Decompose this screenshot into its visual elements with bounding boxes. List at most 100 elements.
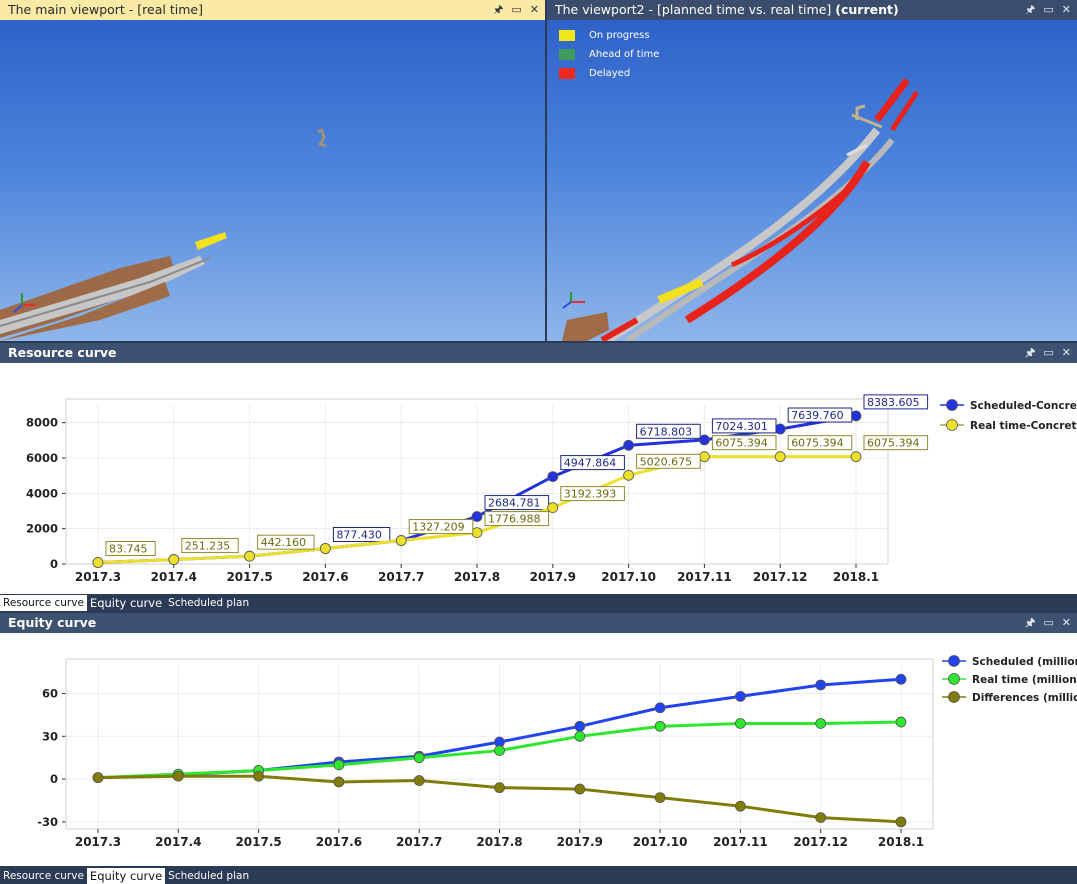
- close-icon[interactable]: ✕: [1061, 616, 1071, 629]
- legend-marker: [946, 399, 958, 411]
- data-label-box: [408, 519, 474, 535]
- close-icon[interactable]: ✕: [1061, 3, 1071, 16]
- x-tick-label: 2017.9: [530, 570, 576, 584]
- data-label-box: [257, 534, 315, 550]
- x-tick-label: 2017.8: [454, 570, 500, 584]
- data-point: [471, 511, 483, 522]
- crane-model: [851, 104, 883, 129]
- legend-label: Ahead of time: [589, 49, 660, 60]
- data-point: [735, 690, 746, 702]
- equity-curve-titlebar[interactable]: Equity curve 🖈︎ ▭ ✕: [0, 613, 1077, 633]
- data-label-box: [636, 453, 701, 469]
- maximize-icon[interactable]: ▭: [511, 3, 522, 16]
- maximize-icon[interactable]: ▭: [1043, 616, 1054, 629]
- data-point: [471, 527, 483, 539]
- tab-resource-curve[interactable]: Resource curve: [3, 870, 84, 882]
- data-point: [699, 434, 710, 446]
- x-tick-label: 2017.10: [633, 835, 688, 849]
- tab-equity-curve[interactable]: Equity curve: [86, 868, 166, 884]
- x-tick-label: 2018.1: [878, 835, 924, 849]
- data-label: 4947.864: [564, 457, 617, 470]
- legend-swatch: [559, 68, 575, 79]
- data-point: [815, 718, 827, 729]
- equity-tabbar: Resource curve Equity curve Scheduled pl…: [0, 867, 1077, 884]
- tunnel-segment-yellow: [195, 232, 227, 250]
- equity-chart: -30 0 30 60 2017.3 2017.4 2017.5 2017.6 2017.7 20…: [37, 655, 1077, 849]
- data-point: [735, 718, 746, 729]
- legend-label: On progress: [589, 30, 650, 41]
- x-tick-label: 2017.12: [793, 835, 848, 849]
- viewport2-3d-view[interactable]: On progress Ahead of time Delayed: [547, 20, 1077, 341]
- data-point: [895, 816, 907, 828]
- viewport2-titlebar[interactable]: The viewport2 - [planned time vs. real t…: [547, 0, 1077, 20]
- data-point: [774, 423, 786, 435]
- viewport2-title: The viewport2 - [planned time vs. real t…: [555, 2, 832, 17]
- data-point: [547, 471, 559, 482]
- main-viewport-panel: The main viewport - [real time] 🖈︎ ▭ ✕: [0, 0, 545, 341]
- data-label-box: [484, 511, 550, 527]
- data-point: [574, 730, 586, 742]
- data-label: 251.235: [185, 540, 231, 553]
- data-label: 2684.781: [488, 497, 541, 510]
- main-viewport-titlebar[interactable]: The main viewport - [real time] 🖈︎ ▭ ✕: [0, 0, 545, 20]
- data-point: [244, 550, 256, 562]
- x-tick-label: 2017.7: [378, 570, 424, 584]
- pin-icon[interactable]: 🖈︎: [1025, 346, 1036, 359]
- x-tick-label: 2017.9: [557, 835, 603, 849]
- legend-label: Delayed: [589, 68, 631, 79]
- close-icon[interactable]: ✕: [529, 3, 539, 16]
- data-label-box: [787, 407, 853, 423]
- data-point: [815, 679, 827, 691]
- axis-gizmo: [13, 293, 36, 313]
- data-label-box: [863, 435, 929, 451]
- legend-item: Ahead of time: [559, 45, 659, 64]
- data-label-box: [105, 541, 156, 557]
- x-tick-label: 2017.8: [476, 835, 522, 849]
- data-label: 6075.394: [867, 437, 920, 450]
- data-point: [895, 673, 907, 685]
- segment-on-progress: [657, 278, 704, 304]
- y-tick-label: 2000: [26, 522, 58, 536]
- data-point: [654, 720, 666, 732]
- x-tick-label: 2017.3: [75, 570, 121, 584]
- x-tick-label: 2017.6: [302, 570, 348, 584]
- x-tick-label: 2017.11: [713, 835, 768, 849]
- resource-curve-titlebar[interactable]: Resource curve 🖈︎ ▭ ✕: [0, 343, 1077, 363]
- x-tick-label: 2017.7: [396, 835, 442, 849]
- y-tick-label: 6000: [26, 451, 58, 465]
- x-tick-label: 2017.5: [226, 570, 272, 584]
- crane-model: [317, 128, 327, 148]
- tab-resource-curve[interactable]: Resource curve: [0, 595, 87, 611]
- data-label-box: [863, 394, 929, 410]
- pin-icon[interactable]: 🖈︎: [1025, 616, 1036, 629]
- data-label: 83.745: [109, 543, 148, 556]
- maximize-icon[interactable]: ▭: [1043, 346, 1054, 359]
- legend-label: Real time-Concrete(m3): [970, 420, 1077, 432]
- tab-scheduled-plan[interactable]: Scheduled plan: [168, 870, 250, 882]
- legend-label: Differences (million): [972, 692, 1077, 704]
- x-tick-label: 2017.6: [316, 835, 362, 849]
- data-label: 877.430: [336, 528, 382, 541]
- data-point: [850, 451, 862, 463]
- x-tick-label: 2017.4: [151, 570, 197, 584]
- equity-curve-panel: Equity curve 🖈︎ ▭ ✕ -30 0 30 60 2017.3 2017.4…: [0, 613, 1077, 884]
- data-point: [623, 469, 634, 481]
- data-point: [623, 439, 634, 451]
- data-point: [494, 782, 505, 794]
- main-3d-view[interactable]: [0, 20, 545, 341]
- pin-icon[interactable]: 🖈︎: [1025, 3, 1036, 16]
- pin-icon[interactable]: 🖈︎: [493, 3, 504, 16]
- status-legend: On progress Ahead of time Delayed: [559, 26, 659, 83]
- data-point: [333, 759, 345, 771]
- x-tick-label: 2017.4: [155, 835, 201, 849]
- data-point: [333, 776, 345, 788]
- legend-label: Scheduled (million): [972, 656, 1077, 668]
- tab-scheduled-plan[interactable]: Scheduled plan: [168, 597, 250, 609]
- tab-equity-curve[interactable]: Equity curve: [89, 596, 163, 610]
- y-tick-label: -30: [37, 815, 58, 829]
- track-grey: [604, 127, 881, 341]
- close-icon[interactable]: ✕: [1061, 346, 1071, 359]
- maximize-icon[interactable]: ▭: [1043, 3, 1054, 16]
- x-tick-label: 2018.1: [833, 570, 879, 584]
- viewport2-panel: The viewport2 - [planned time vs. real t…: [547, 0, 1077, 341]
